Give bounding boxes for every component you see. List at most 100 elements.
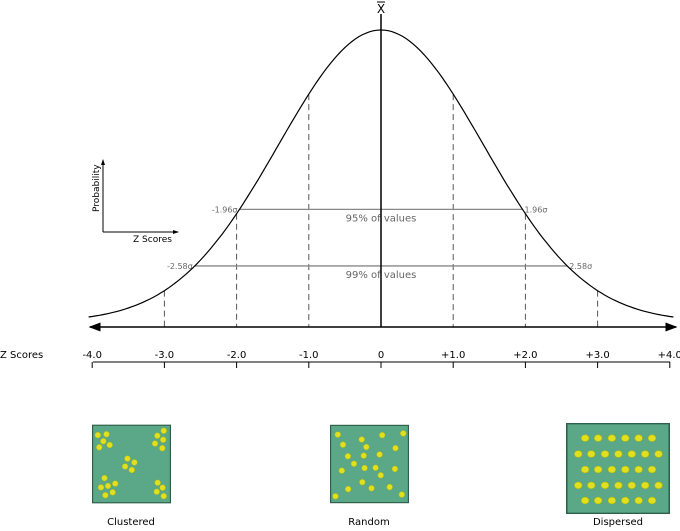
point-dot bbox=[634, 434, 643, 442]
point-dot bbox=[104, 482, 112, 490]
point-dot bbox=[641, 481, 650, 489]
point-dot bbox=[363, 443, 370, 451]
point-dot bbox=[654, 481, 663, 489]
point-dot bbox=[151, 440, 159, 447]
caption-clustered: Clustered bbox=[107, 517, 155, 528]
z-tick-label: -1.0 bbox=[299, 350, 319, 361]
point-dot bbox=[587, 450, 596, 458]
point-dot bbox=[154, 432, 161, 439]
point-dot bbox=[398, 491, 405, 498]
point-dot bbox=[574, 481, 583, 489]
interval-right-label: 1.96σ bbox=[525, 205, 548, 214]
z-dashed-lines bbox=[163, 94, 599, 327]
point-dot bbox=[159, 484, 166, 491]
point-dot bbox=[587, 481, 596, 489]
point-dot bbox=[621, 465, 630, 474]
point-dot bbox=[379, 432, 386, 439]
point-dot bbox=[102, 492, 109, 499]
point-dot bbox=[594, 434, 603, 442]
z-tick-label: -4.0 bbox=[82, 350, 102, 361]
point-dot bbox=[97, 484, 105, 491]
point-dot bbox=[124, 455, 131, 462]
point-dot bbox=[334, 431, 341, 438]
point-dot bbox=[368, 485, 375, 492]
point-dot bbox=[339, 441, 347, 448]
interval-left-label: -2.58σ bbox=[167, 262, 193, 271]
pattern-box-dispersed bbox=[566, 423, 670, 514]
mini-x-label: Z Scores bbox=[133, 235, 172, 245]
point-dot bbox=[654, 450, 663, 458]
point-dot bbox=[153, 488, 160, 495]
caption-random: Random bbox=[348, 517, 390, 528]
point-dot bbox=[100, 438, 107, 445]
point-dot bbox=[345, 485, 352, 493]
point-dot bbox=[594, 465, 603, 474]
point-dot bbox=[101, 474, 108, 482]
point-dot bbox=[358, 436, 365, 443]
interval-left-label: -1.96σ bbox=[212, 205, 238, 214]
z-ticks: -4.0 -3.0 -2.0 -1.0 0 +1.0 +2.0 +3.0 +4.0 bbox=[82, 350, 680, 368]
point-dot bbox=[372, 464, 379, 471]
point-dot bbox=[332, 493, 339, 500]
point-dot bbox=[641, 450, 650, 458]
mini-y-label: Probability bbox=[92, 164, 102, 212]
point-dot bbox=[350, 460, 358, 467]
point-dot bbox=[581, 465, 590, 474]
point-dot bbox=[360, 452, 367, 459]
point-dot bbox=[160, 436, 167, 443]
z-tick-label: 0 bbox=[378, 350, 384, 361]
z-tick-label: +4.0 bbox=[658, 350, 680, 361]
pattern-box-random bbox=[330, 424, 409, 504]
point-dot bbox=[574, 450, 583, 458]
point-dot bbox=[128, 466, 135, 474]
point-dot bbox=[361, 464, 368, 472]
point-dot bbox=[400, 430, 407, 437]
point-dot bbox=[109, 489, 116, 496]
point-dot bbox=[159, 445, 166, 452]
point-dot bbox=[600, 481, 610, 489]
point-dot bbox=[607, 496, 616, 505]
point-dot bbox=[94, 431, 101, 439]
point-dot bbox=[392, 445, 399, 452]
point-dot bbox=[621, 434, 630, 442]
point-dot bbox=[647, 465, 657, 474]
pattern-box-clustered bbox=[92, 424, 171, 504]
point-dot bbox=[106, 441, 113, 449]
point-dot bbox=[634, 465, 643, 474]
point-dot bbox=[131, 459, 138, 466]
point-dot bbox=[627, 481, 636, 489]
point-dot bbox=[96, 444, 103, 451]
point-dot bbox=[154, 479, 161, 486]
point-dot bbox=[344, 453, 351, 460]
point-dot bbox=[112, 480, 119, 487]
point-dot bbox=[121, 463, 129, 470]
z-tick-label: +1.0 bbox=[441, 350, 465, 361]
point-dot bbox=[581, 496, 590, 505]
point-dot bbox=[386, 483, 393, 491]
z-tick-label: +3.0 bbox=[585, 350, 609, 361]
mean-label: X bbox=[377, 2, 385, 16]
point-dot bbox=[391, 465, 398, 473]
point-dot bbox=[607, 434, 616, 442]
point-dot bbox=[581, 434, 590, 442]
point-dot bbox=[647, 496, 657, 505]
point-dot bbox=[614, 450, 623, 458]
point-dot bbox=[627, 450, 636, 458]
point-dot bbox=[600, 450, 610, 458]
interval-right-label: 2.58σ bbox=[569, 262, 592, 271]
point-dot bbox=[647, 434, 657, 442]
point-dot bbox=[103, 431, 110, 438]
point-dot bbox=[160, 427, 167, 434]
point-dot bbox=[376, 451, 383, 458]
point-dot bbox=[607, 465, 616, 474]
z-axis-label: Z Scores bbox=[0, 350, 43, 361]
z-tick-label: -3.0 bbox=[155, 350, 175, 361]
point-dot bbox=[377, 472, 384, 479]
point-dot bbox=[621, 496, 630, 505]
point-dot bbox=[594, 496, 603, 505]
caption-dispersed: Dispersed bbox=[592, 517, 643, 528]
point-dot bbox=[614, 481, 623, 489]
point-dot bbox=[634, 496, 643, 505]
